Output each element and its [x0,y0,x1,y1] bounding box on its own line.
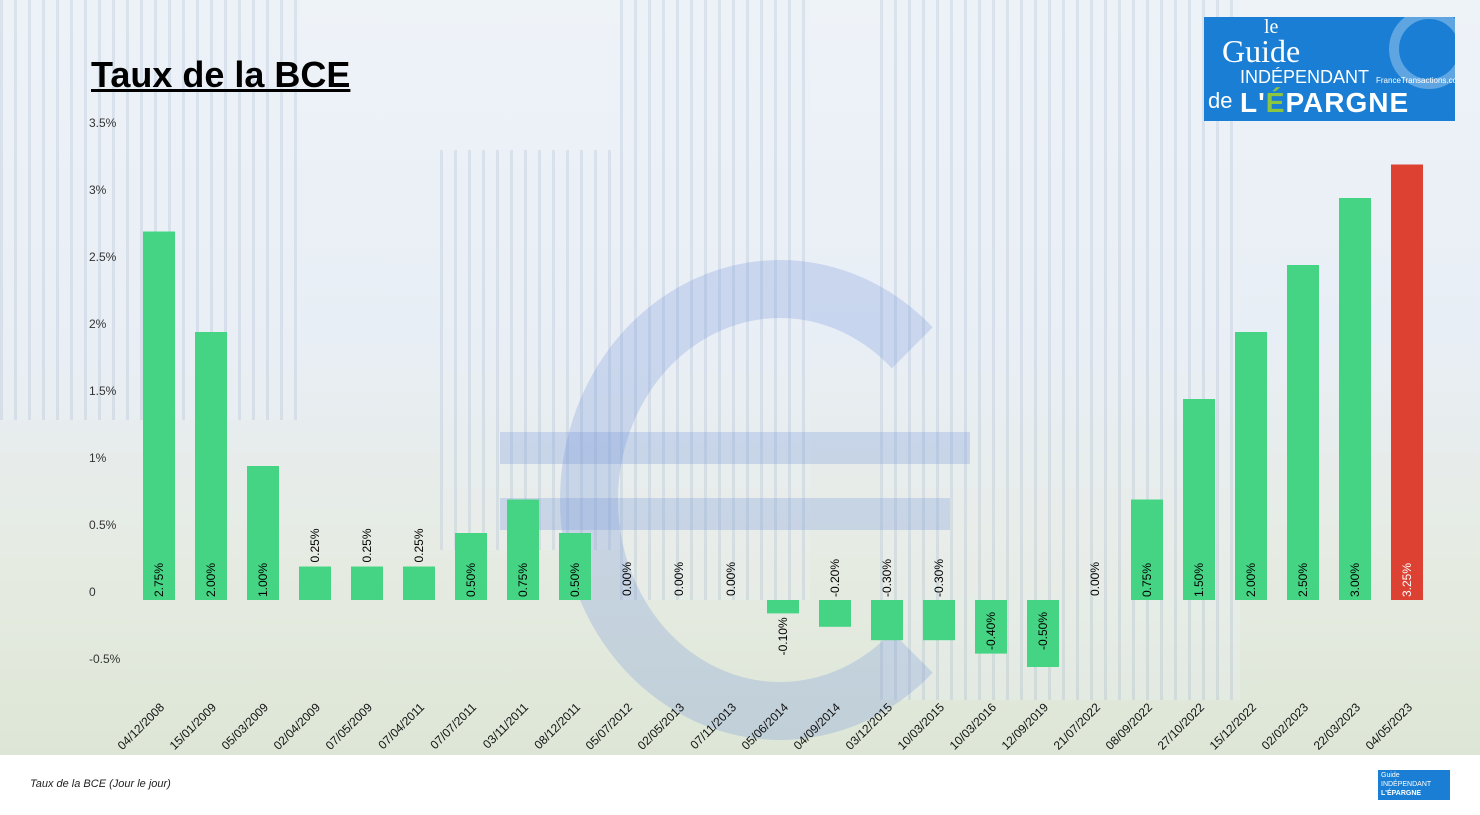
data-label: 1.00% [256,563,270,597]
x-tick-label: 07/04/2011 [375,700,427,752]
x-tick-label: 08/09/2022 [1103,700,1156,753]
bar [559,533,591,600]
logo-de: de [1208,88,1233,113]
data-label: 0.00% [620,562,634,596]
x-tick-label: 04/09/2014 [791,700,844,753]
bar [455,533,487,600]
data-label: -0.30% [932,559,946,597]
x-tick-label: 03/12/2015 [843,700,896,753]
data-label: 0.00% [1088,562,1102,596]
x-tick-label: 22/03/2023 [1311,700,1364,753]
data-label: -0.20% [828,559,842,597]
x-tick-label: 10/03/2016 [947,700,1000,753]
data-label: 2.00% [204,563,218,597]
data-label: 0.00% [724,562,738,596]
x-tick-label: 05/07/2012 [583,700,636,753]
data-label: 3.00% [1348,563,1362,597]
logo-independant: INDÉPENDANT [1240,67,1370,87]
y-tick-label: 3.5% [89,116,117,130]
x-tick-label: 15/12/2022 [1207,700,1260,753]
bar [299,566,331,600]
x-tick-label: 03/11/2011 [480,700,531,751]
bar [1027,600,1059,667]
data-label: 0.50% [568,563,582,597]
bar [1131,499,1163,600]
x-tick-label: 10/03/2015 [895,700,948,753]
x-tick-label: 15/01/2009 [167,700,220,753]
data-label: -0.10% [776,617,790,655]
x-tick-label: 04/12/2008 [115,700,168,753]
bar [1391,164,1423,600]
y-tick-label: 0 [89,585,96,599]
data-label: 2.75% [152,563,166,597]
bar [923,600,955,641]
bar [1235,332,1267,600]
data-label: 0.25% [308,528,322,562]
x-tick-label: 07/07/2011 [427,700,479,752]
x-tick-label: 02/05/2013 [635,700,688,753]
x-tick-label: 27/10/2022 [1155,700,1208,753]
data-label: 0.25% [360,528,374,562]
y-tick-label: 1% [89,451,107,465]
data-label: 0.50% [464,563,478,597]
logo-guide: Guide [1222,33,1301,69]
y-tick-label: 0.5% [89,518,117,532]
data-label: -0.40% [984,612,998,650]
logo-le: le [1264,17,1279,38]
y-tick-label: 2.5% [89,250,117,264]
x-tick-label: 05/03/2009 [219,700,272,753]
data-label: 2.50% [1296,563,1310,597]
y-tick-label: 2% [89,317,107,331]
data-label: 0.00% [672,562,686,596]
background-photo [0,0,1480,755]
bar [819,600,851,627]
x-tick-label: 08/12/2011 [531,700,583,752]
bar [195,332,227,600]
bar [767,600,799,614]
bar [403,566,435,600]
logo-epargne: L'ÉPARGNE [1240,87,1410,118]
chart-caption: Taux de la BCE (Jour le jour) [30,778,171,790]
bar [1183,399,1215,600]
logo-site: FranceTransactions.com [1376,76,1455,85]
bar [975,600,1007,654]
y-tick-label: -0.5% [89,652,121,666]
data-label: 0.25% [412,528,426,562]
data-label: 0.75% [516,563,530,597]
x-tick-label: 12/09/2019 [999,700,1052,753]
data-label: 2.00% [1244,563,1258,597]
bar [143,231,175,600]
x-tick-label: 04/05/2023 [1363,700,1416,753]
x-tick-label: 05/06/2014 [739,700,792,753]
bar [247,466,279,600]
guide-epargne-logo: le Guide INDÉPENDANT FranceTransactions.… [1204,17,1455,121]
bar [1287,265,1319,600]
data-label: -0.30% [880,559,894,597]
x-tick-label: 07/05/2009 [323,700,376,753]
x-tick-label: 07/11/2013 [687,700,739,752]
y-tick-label: 3% [89,183,107,197]
data-label: 0.75% [1140,563,1154,597]
bar [1339,198,1371,600]
data-label: 1.50% [1192,563,1206,597]
data-label: -0.50% [1036,612,1050,650]
bar-chart: -0.5% 0 0.5% 1% 1.5% 2% 2.5% 3% 3.5% 2.75% 04/12/2… [89,116,1423,753]
mini-logo: Guide INDÉPENDANT L'ÉPARGNE [1378,770,1450,800]
bar [507,499,539,600]
x-tick-label: 02/04/2009 [271,700,324,753]
chart-title: Taux de la BCE [91,54,351,95]
x-tick-label: 02/02/2023 [1259,700,1312,753]
y-tick-label: 1.5% [89,384,117,398]
bar [871,600,903,641]
bar [351,566,383,600]
data-label: 3.25% [1400,563,1414,597]
x-tick-label: 21/07/2022 [1051,700,1104,753]
